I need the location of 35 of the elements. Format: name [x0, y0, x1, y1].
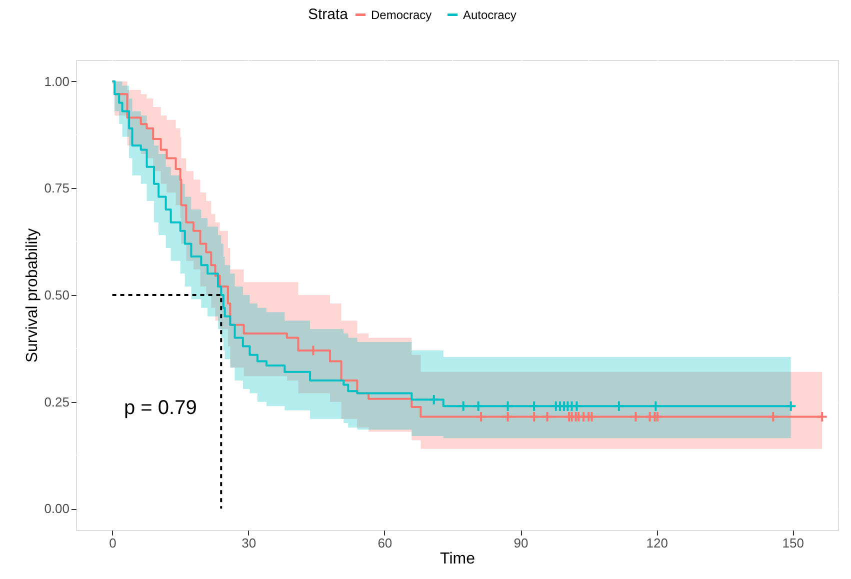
point [613, 400, 625, 412]
point [767, 411, 779, 423]
annotation: p = 0.79 [124, 397, 197, 419]
y-tick-label: 0.00 [44, 501, 70, 516]
legend-label: Democracy [371, 8, 432, 22]
point [502, 411, 514, 423]
point [458, 400, 470, 412]
x-tick-label: 120 [646, 536, 668, 550]
point [428, 394, 440, 406]
point [542, 411, 554, 423]
point [652, 411, 664, 423]
x-tick-label: 0 [109, 536, 116, 550]
y-axis-title: Survival probability [24, 228, 42, 363]
point [528, 411, 540, 423]
point [650, 400, 662, 412]
y-tick-label: 0.25 [44, 394, 70, 410]
x-tick-label: 90 [514, 536, 528, 550]
y-tick-label: 1.00 [44, 74, 70, 89]
point [528, 400, 540, 412]
y-tick-label: 0.50 [44, 288, 70, 302]
y-tick-label: 0.75 [44, 180, 70, 196]
point [472, 400, 484, 412]
point [630, 411, 642, 423]
point [586, 411, 598, 423]
legend-label: Autocracy [463, 8, 516, 22]
legend-title: Strata [308, 6, 349, 23]
x-tick-label: 150 [782, 536, 804, 550]
point [502, 400, 514, 412]
point [475, 411, 487, 423]
x-tick-label: 60 [378, 536, 392, 550]
x-axis-title: Time [440, 550, 476, 568]
point [785, 400, 797, 412]
x-tick-label: 30 [242, 536, 256, 550]
point [571, 400, 582, 412]
point [816, 411, 828, 423]
